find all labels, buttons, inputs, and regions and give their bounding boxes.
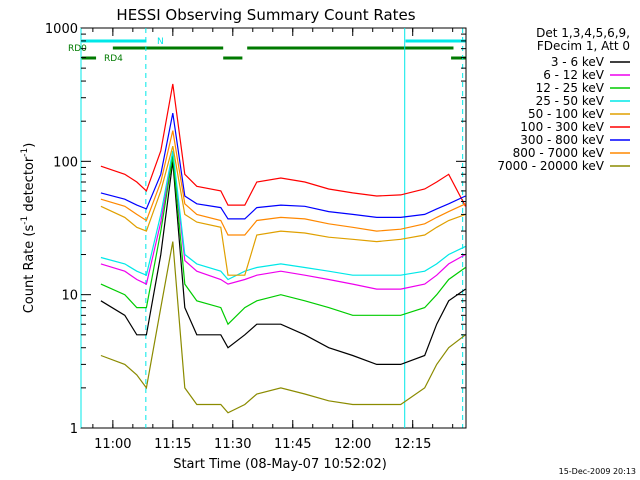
x-tick-label: 12:00 bbox=[334, 437, 371, 452]
y-tick-label: 10 bbox=[61, 289, 78, 304]
y-axis-label-sup: -1 bbox=[20, 216, 30, 225]
series-line bbox=[100, 145, 466, 276]
legend-label: 800 - 7000 keV bbox=[513, 146, 605, 160]
x-tick-label: 12:15 bbox=[394, 437, 431, 452]
chart-title: HESSI Observing Summary Count Rates bbox=[116, 6, 415, 24]
legend-label: 100 - 300 keV bbox=[520, 120, 604, 134]
y-axis-label-part: detector bbox=[22, 156, 37, 216]
y-tick-label: 100 bbox=[53, 155, 78, 170]
series-line bbox=[100, 153, 466, 290]
series-line bbox=[100, 150, 466, 281]
series-line bbox=[100, 83, 467, 207]
series-line bbox=[100, 161, 466, 365]
legend-label: 50 - 100 keV bbox=[528, 107, 605, 121]
series-line bbox=[100, 112, 466, 220]
legend-label: 300 - 800 keV bbox=[520, 133, 604, 147]
legend-label: 7000 - 20000 keV bbox=[497, 159, 604, 173]
series-line bbox=[100, 130, 466, 236]
flag-label: N bbox=[157, 37, 164, 47]
x-tick-label: 11:15 bbox=[154, 437, 191, 452]
x-tick-label: 11:30 bbox=[214, 437, 251, 452]
y-tick-label: 1000 bbox=[45, 22, 78, 37]
x-tick-label: 11:45 bbox=[274, 437, 311, 452]
y-axis-label-sup: -1 bbox=[20, 148, 30, 157]
y-tick-label: 1 bbox=[70, 422, 78, 437]
flag-label: RD4 bbox=[104, 54, 123, 64]
legend-label: 6 - 12 keV bbox=[543, 68, 605, 82]
y-axis: 1 10 100 1000 bbox=[45, 22, 466, 437]
legend-label: 12 - 25 keV bbox=[536, 81, 605, 95]
x-axis: 11:00 11:15 11:30 11:45 12:00 12:15 bbox=[92, 28, 454, 452]
y-axis-label: Count Rate (s-1 detector-1) bbox=[20, 143, 37, 314]
timestamp: 15-Dec-2009 20:13 bbox=[559, 467, 636, 476]
legend-label: 25 - 50 keV bbox=[536, 94, 605, 108]
legend-header-line: Det 1,3,4,5,6,9, bbox=[536, 26, 630, 40]
flag-bars: N RD0 RD4 bbox=[68, 37, 466, 64]
y-axis-label-part: ) bbox=[22, 143, 37, 148]
legend: Det 1,3,4,5,6,9, FDecim 1, Att 0 3 - 6 k… bbox=[497, 26, 630, 173]
x-axis-label: Start Time (08-May-07 10:52:02) bbox=[173, 457, 387, 472]
legend-header-line: FDecim 1, Att 0 bbox=[537, 39, 630, 53]
series-lines bbox=[100, 83, 467, 414]
series-line bbox=[100, 155, 466, 326]
y-axis-label-part: Count Rate (s bbox=[22, 225, 37, 314]
series-line bbox=[100, 241, 466, 414]
legend-label: 3 - 6 keV bbox=[551, 55, 605, 69]
x-tick-label: 11:00 bbox=[94, 437, 131, 452]
flag-label: RD0 bbox=[68, 44, 87, 54]
